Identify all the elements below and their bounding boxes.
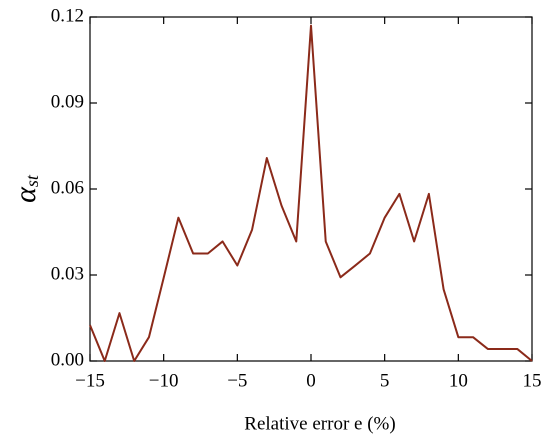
y-axis-label: αst: [9, 174, 42, 203]
y-tick-label: 0.09: [51, 91, 84, 112]
y-label-symbol: α: [9, 186, 42, 203]
y-tick-label: 0.03: [51, 263, 84, 284]
x-tick-label: −15: [75, 370, 105, 391]
x-tick-label: −5: [227, 370, 247, 391]
y-tick-label: 0.12: [51, 5, 84, 26]
x-tick-label: 15: [523, 370, 542, 391]
x-tick-label: 10: [449, 370, 468, 391]
data-line: [89, 24, 533, 362]
x-tick-label: −10: [149, 370, 179, 391]
x-tick-label: 0: [306, 370, 316, 391]
x-axis-label: Relative error e (%): [244, 413, 395, 434]
y-tick-label: 0.00: [51, 349, 84, 370]
y-tick-label: 0.06: [51, 177, 84, 198]
x-tick-label: 5: [380, 370, 390, 391]
y-label-subscript: st: [22, 174, 42, 187]
